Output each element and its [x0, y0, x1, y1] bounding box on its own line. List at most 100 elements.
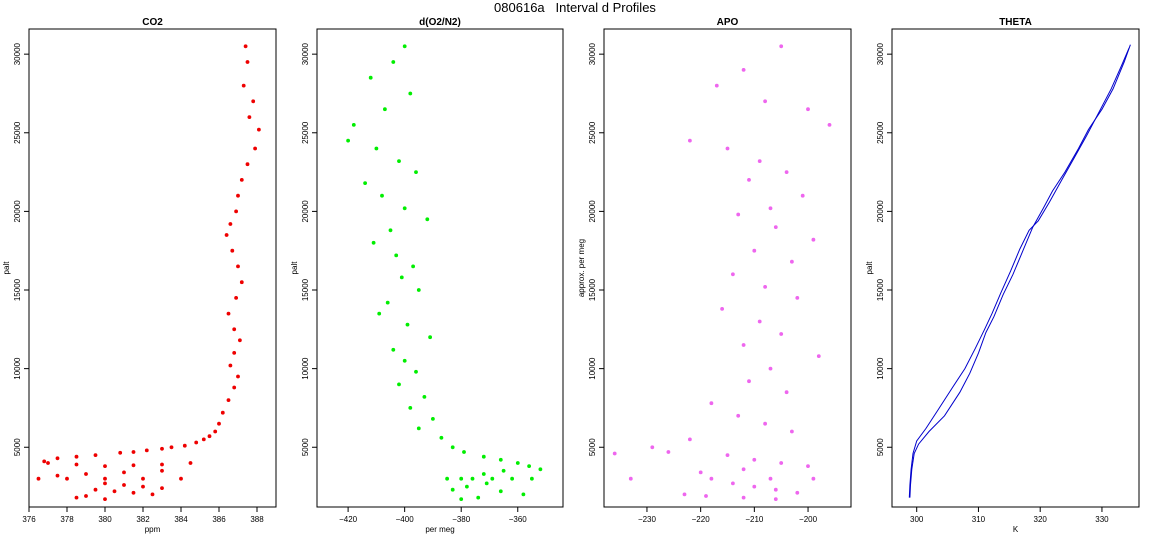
- data-point: [768, 476, 773, 481]
- data-point: [498, 489, 503, 494]
- data-point: [462, 450, 466, 454]
- data-point: [806, 107, 810, 112]
- data-point: [779, 44, 784, 49]
- data-point: [698, 470, 703, 475]
- data-point: [42, 459, 47, 464]
- data-point: [741, 68, 746, 72]
- data-point: [179, 476, 183, 481]
- data-point: [112, 489, 117, 494]
- data-point: [55, 473, 60, 478]
- data-point: [827, 123, 832, 127]
- data-point: [445, 476, 450, 481]
- x-axis-label: K: [1013, 525, 1019, 534]
- data-point: [768, 206, 773, 211]
- data-point: [510, 476, 514, 481]
- data-point: [213, 429, 218, 434]
- data-point: [476, 495, 481, 500]
- data-point: [709, 401, 714, 406]
- data-point: [763, 421, 768, 426]
- data-point: [768, 366, 773, 371]
- data-point: [247, 115, 252, 120]
- data-point: [399, 275, 404, 280]
- y-tick-label: 25000: [301, 121, 310, 144]
- data-point: [731, 481, 735, 486]
- data-point: [380, 193, 384, 198]
- y-tick-label: 15000: [588, 278, 597, 301]
- data-point: [666, 450, 671, 454]
- data-point: [74, 495, 79, 500]
- data-point: [464, 484, 469, 489]
- x-tick-label: −360: [509, 515, 528, 524]
- x-tick-label: 388: [250, 515, 264, 524]
- y-tick-label: 5000: [13, 438, 22, 456]
- data-point: [773, 497, 778, 502]
- y-tick-label: 15000: [301, 278, 310, 301]
- data-point: [188, 461, 193, 465]
- y-tick-label: 20000: [876, 200, 885, 223]
- data-point: [741, 495, 746, 500]
- y-axis-label: palt: [290, 261, 299, 275]
- data-point: [346, 138, 351, 143]
- x-tick-label: 386: [212, 515, 226, 524]
- plot-frame: [316, 28, 564, 508]
- data-point: [182, 443, 187, 448]
- data-point: [481, 454, 486, 459]
- data-point: [490, 476, 495, 481]
- data-point: [408, 405, 413, 410]
- data-point: [714, 83, 719, 88]
- data-point: [351, 123, 356, 127]
- data-point: [103, 476, 107, 481]
- data-point: [538, 467, 543, 472]
- x-tick-label: 320: [1034, 515, 1048, 524]
- data-point: [450, 487, 455, 492]
- data-point: [784, 390, 789, 395]
- panel-0: CO2 376 378 380 382 384 386 388 5000 10000 15000 20…: [2, 17, 277, 534]
- plot-frame: [603, 28, 852, 508]
- data-point: [150, 492, 155, 497]
- data-point: [122, 470, 126, 475]
- data-point: [612, 451, 617, 456]
- data-point: [374, 146, 379, 151]
- y-tick-label: 10000: [876, 357, 885, 380]
- data-point: [397, 382, 401, 387]
- data-point: [363, 181, 368, 186]
- data-point: [682, 492, 687, 497]
- x-tick-label: −220: [692, 515, 711, 524]
- data-point: [103, 481, 107, 486]
- data-point: [408, 91, 413, 96]
- data-point: [650, 445, 655, 450]
- data-point: [752, 484, 757, 489]
- data-point: [232, 385, 237, 390]
- data-point: [141, 484, 145, 489]
- data-point: [224, 233, 229, 237]
- y-tick-label: 30000: [588, 42, 597, 65]
- data-point: [628, 476, 633, 481]
- data-point: [498, 457, 503, 462]
- data-point: [237, 338, 242, 343]
- x-tick-label: 382: [136, 515, 150, 524]
- data-point: [131, 463, 136, 468]
- data-point: [194, 440, 199, 445]
- data-point: [144, 448, 149, 453]
- data-point: [160, 468, 164, 473]
- y-tick-label: 20000: [588, 200, 597, 223]
- data-point: [243, 44, 248, 49]
- data-point: [806, 464, 810, 469]
- data-point: [416, 426, 421, 431]
- data-point: [122, 483, 126, 487]
- data-point: [371, 240, 376, 245]
- data-point: [470, 476, 475, 481]
- data-point: [501, 468, 506, 473]
- y-tick-label: 15000: [13, 278, 22, 301]
- x-tick-label: 330: [1095, 515, 1109, 524]
- data-point: [779, 461, 784, 465]
- data-point: [253, 146, 258, 151]
- data-point: [704, 494, 708, 498]
- data-point: [103, 464, 107, 469]
- y-tick-label: 10000: [13, 357, 22, 380]
- x-tick-label: −200: [799, 515, 818, 524]
- panel-3: THETA 300 310 320 330 5000 10000 15000 20000 2500…: [865, 17, 1140, 534]
- data-point: [736, 413, 741, 418]
- data-point: [752, 457, 757, 462]
